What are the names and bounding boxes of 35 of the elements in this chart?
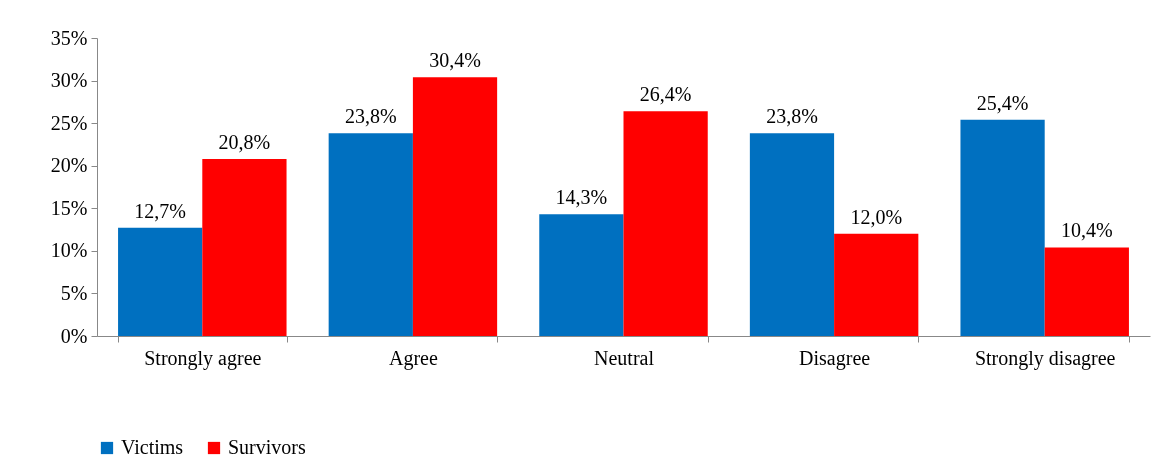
data-label: 14,3%: [555, 186, 608, 209]
y-tick-label: 15%: [50, 196, 88, 219]
data-label: 10,4%: [1060, 219, 1113, 242]
bar: [539, 214, 624, 336]
x-tick-label: Strongly agree: [144, 346, 262, 370]
y-tick-label: 20%: [50, 154, 88, 177]
x-tick-label: Disagree: [799, 346, 871, 370]
data-label: 12,0%: [850, 205, 903, 228]
bar: [328, 133, 413, 336]
x-tick-label: Agree: [388, 346, 438, 370]
y-tick-label: 5%: [60, 281, 88, 304]
bar: [834, 233, 919, 336]
legend-label: Survivors: [228, 436, 306, 456]
data-label: 23,8%: [344, 105, 397, 128]
y-tick-label: 10%: [50, 239, 88, 262]
bar: [960, 119, 1045, 336]
data-label: 12,7%: [134, 199, 187, 222]
x-tick-label: Neutral: [594, 346, 655, 369]
y-tick-label: 30%: [50, 69, 88, 92]
y-tick-label: 0%: [60, 324, 88, 347]
data-label: 30,4%: [429, 49, 481, 72]
y-tick-label: 35%: [50, 26, 88, 49]
data-label: 20,8%: [218, 130, 271, 153]
data-label: 25,4%: [976, 91, 1029, 114]
bar: [202, 158, 287, 336]
bar: [118, 227, 203, 336]
x-tick-label: Strongly disagree: [974, 346, 1116, 370]
y-tick-label: 25%: [50, 111, 88, 134]
legend-label: Victims: [121, 436, 184, 456]
data-label: 23,8%: [766, 105, 818, 128]
bar: [1044, 247, 1129, 336]
bar: [412, 77, 498, 336]
bar: [623, 111, 708, 336]
bar: [749, 133, 835, 336]
data-label: 26,4%: [639, 83, 692, 106]
